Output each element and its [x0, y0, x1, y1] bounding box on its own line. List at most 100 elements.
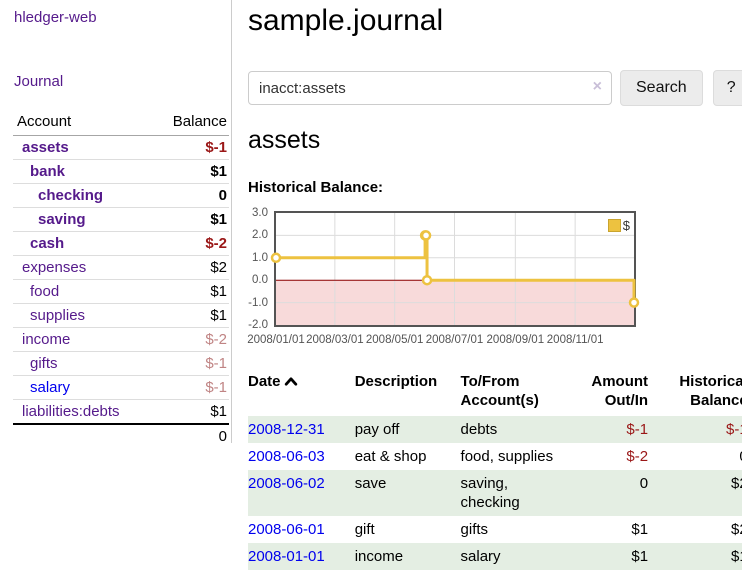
- chart-legend: $: [607, 218, 630, 233]
- y-tick-label: 2.0: [252, 229, 268, 242]
- account-row: liabilities:debts $1: [13, 400, 229, 425]
- legend-swatch-icon: [607, 219, 621, 232]
- account-link-checking[interactable]: checking: [38, 187, 104, 204]
- chart-y-axis: 3.0 2.0 1.0 0.0 -1.0 -2.0: [248, 207, 271, 331]
- account-link-salary[interactable]: salary: [30, 379, 71, 396]
- transaction-balance: $-1: [726, 421, 742, 438]
- account-balance: $1: [210, 307, 227, 324]
- sidebar-item-journal[interactable]: Journal: [14, 73, 64, 90]
- account-row: income $-2: [13, 327, 229, 352]
- transaction-amount: 0: [639, 475, 649, 492]
- account-link-supplies[interactable]: supplies: [30, 307, 86, 324]
- account-balance: $1: [210, 211, 227, 228]
- transaction-date-link[interactable]: 2008-06-01: [248, 521, 325, 538]
- account-row: bank $1: [13, 159, 229, 184]
- app-title-link[interactable]: hledger-web: [14, 9, 97, 26]
- transaction-date-link[interactable]: 2008-06-02: [248, 475, 325, 492]
- clear-search-icon[interactable]: ×: [592, 78, 602, 95]
- account-row: expenses $2: [13, 255, 229, 280]
- y-tick-label: 3.0: [252, 207, 268, 219]
- account-link-food[interactable]: food: [30, 283, 60, 300]
- account-balance: $1: [210, 283, 227, 300]
- column-header-amount[interactable]: Amount Out/In: [591, 373, 649, 409]
- transaction-accounts: gifts: [460, 521, 489, 538]
- accounts-header-balance: Balance: [151, 111, 229, 136]
- transaction-balance: $2: [731, 475, 742, 492]
- sidebar: hledger-web Journal Account Balance asse…: [0, 0, 232, 448]
- account-link-bank[interactable]: bank: [30, 163, 66, 180]
- account-balance: 0: [218, 187, 227, 204]
- legend-label: $: [622, 218, 630, 233]
- account-row: salary $-1: [13, 375, 229, 400]
- account-link-gifts[interactable]: gifts: [30, 355, 58, 372]
- x-tick-label: 2008/01/01: [247, 334, 305, 346]
- column-header-date[interactable]: Date: [248, 368, 347, 416]
- transaction-description: eat & shop: [354, 448, 427, 465]
- account-link-expenses[interactable]: expenses: [22, 259, 87, 276]
- y-tick-label: 0.0: [252, 274, 268, 287]
- search-input[interactable]: [248, 71, 612, 105]
- account-row: assets $-1: [13, 135, 229, 160]
- register-header-row: Date Description To/From Account(s) Amou…: [248, 368, 742, 416]
- account-balance: $1: [210, 403, 227, 420]
- account-heading: assets: [248, 126, 321, 154]
- transaction-amount: $-2: [626, 448, 649, 465]
- account-link-income[interactable]: income: [22, 331, 71, 348]
- account-row: saving $1: [13, 207, 229, 232]
- account-balance: $1: [210, 163, 227, 180]
- account-row: checking 0: [13, 183, 229, 208]
- account-link-liabilities-debts[interactable]: liabilities:debts: [22, 403, 120, 420]
- transaction-amount: $1: [631, 521, 649, 538]
- app-layout: hledger-web Journal Account Balance asse…: [0, 0, 742, 570]
- accounts-header-row: Account Balance: [13, 111, 229, 136]
- transaction-amount: $1: [631, 548, 649, 565]
- accounts-table: Account Balance assets $-1 bank $1 check…: [13, 111, 229, 448]
- transaction-accounts: saving, checking: [460, 475, 520, 511]
- account-row: gifts $-1: [13, 351, 229, 376]
- accounts-total: 0: [218, 428, 227, 445]
- transaction-description: save: [354, 475, 387, 492]
- search-form: × Search ?: [248, 70, 742, 106]
- register-row[interactable]: 2008-06-03 eat & shop food, supplies $-2…: [248, 443, 742, 470]
- column-header-description[interactable]: Description: [354, 373, 438, 390]
- account-balance: $-1: [205, 379, 227, 396]
- register-row[interactable]: 2008-06-02 save saving, checking 0 $2: [248, 470, 742, 516]
- transaction-description: income: [354, 548, 404, 565]
- transaction-description: pay off: [354, 421, 400, 438]
- register-row[interactable]: 2008-12-31 pay off debts $-1 $-1: [248, 416, 742, 443]
- account-link-cash[interactable]: cash: [30, 235, 65, 252]
- transaction-accounts: food, supplies: [460, 448, 554, 465]
- account-balance: $-1: [205, 355, 227, 372]
- account-link-assets[interactable]: assets: [22, 139, 69, 156]
- transaction-date-link[interactable]: 2008-12-31: [248, 421, 325, 438]
- transaction-accounts: salary: [460, 548, 501, 565]
- sort-ascending-icon: [284, 373, 298, 392]
- historical-balance-chart: 3.0 2.0 1.0 0.0 -1.0 -2.0 $ 2008/01/01 2008/03…: [247, 204, 742, 350]
- transaction-description: gift: [354, 521, 375, 538]
- y-tick-label: -1.0: [248, 296, 268, 309]
- register-row[interactable]: 2008-06-01 gift gifts $1 $2: [248, 516, 742, 543]
- transaction-date-link[interactable]: 2008-06-03: [248, 448, 325, 465]
- account-balance: $-2: [205, 331, 227, 348]
- account-balance: $-2: [205, 235, 227, 252]
- y-tick-label: 1.0: [252, 251, 268, 264]
- chart-plot-area[interactable]: $: [270, 211, 640, 327]
- account-row: food $1: [13, 279, 229, 304]
- x-tick-label: 2008/07/01: [425, 334, 484, 346]
- account-link-saving[interactable]: saving: [38, 211, 86, 228]
- accounts-header-account: Account: [13, 111, 151, 136]
- transaction-amount: $-1: [626, 421, 649, 438]
- transaction-balance: 0: [739, 448, 742, 465]
- search-input-wrap: ×: [248, 71, 612, 105]
- x-tick-label: 2008/03/01: [306, 334, 364, 346]
- account-balance: $-1: [205, 139, 227, 156]
- column-header-accounts[interactable]: To/From Account(s): [460, 373, 539, 409]
- x-tick-label: 2008/11/01: [546, 334, 604, 346]
- transaction-accounts: debts: [460, 421, 498, 438]
- transaction-date-link[interactable]: 2008-01-01: [248, 548, 325, 565]
- search-button[interactable]: Search: [620, 70, 703, 106]
- register-row[interactable]: 2008-01-01 income salary $1 $1: [248, 543, 742, 570]
- account-balance: $2: [210, 259, 227, 276]
- column-header-balance[interactable]: Historical Balance: [679, 373, 742, 409]
- help-button[interactable]: ?: [712, 70, 742, 106]
